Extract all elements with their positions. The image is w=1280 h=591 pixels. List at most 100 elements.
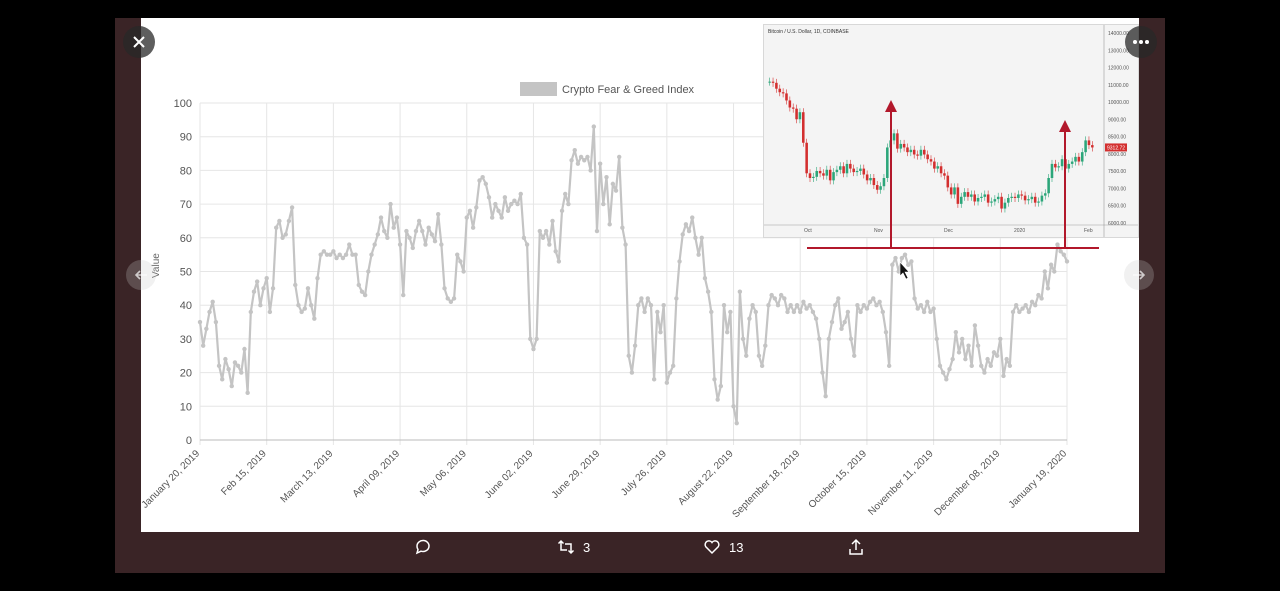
inset-price-label: 14000.00 xyxy=(1108,31,1129,37)
data-point xyxy=(985,356,990,362)
y-tick-label: 30 xyxy=(180,334,192,346)
x-tick-label: May 06, 2019 xyxy=(418,448,469,499)
inset-candle xyxy=(1017,194,1020,198)
data-point xyxy=(975,343,981,348)
data-point xyxy=(874,303,879,308)
inset-candle xyxy=(1007,197,1010,203)
data-point xyxy=(324,252,330,257)
inset-candle xyxy=(815,170,819,177)
data-point xyxy=(366,269,371,274)
inset-price-label: 13000.00 xyxy=(1108,48,1129,54)
inset-candle xyxy=(939,166,943,174)
data-point xyxy=(248,309,254,315)
inset-candle xyxy=(805,142,808,174)
inset-candle xyxy=(788,100,792,108)
data-point xyxy=(286,218,292,224)
inset-candle xyxy=(838,166,842,170)
more-options-button[interactable] xyxy=(1125,26,1157,58)
inset-candle xyxy=(798,112,802,120)
data-point xyxy=(563,191,568,197)
x-tick-label: August 22, 2019 xyxy=(676,448,736,508)
data-point xyxy=(200,343,206,348)
inset-candle xyxy=(785,93,788,101)
data-point xyxy=(820,370,825,375)
btc-candle-chart: Bitcoin / U.S. Dollar, 1D, COINBASE 1400… xyxy=(764,25,1138,237)
data-point xyxy=(864,306,870,311)
inset-candle xyxy=(852,168,855,173)
data-point xyxy=(696,252,701,257)
inset-candle xyxy=(865,174,869,181)
data-point xyxy=(925,299,930,305)
data-point xyxy=(861,303,866,308)
data-point xyxy=(340,255,346,261)
data-point xyxy=(381,228,387,234)
inset-candle xyxy=(1020,194,1024,196)
inset-candle xyxy=(963,192,966,197)
inset-candle xyxy=(822,173,825,176)
data-point xyxy=(658,329,663,335)
share-button[interactable] xyxy=(847,538,865,556)
data-point xyxy=(569,158,574,163)
data-point xyxy=(709,309,714,315)
retweet-button[interactable]: 3 xyxy=(557,538,590,556)
data-point xyxy=(991,350,997,355)
inset-candle xyxy=(845,163,849,174)
inset-candle xyxy=(802,112,805,143)
data-point xyxy=(601,201,606,207)
inset-price-label: 8000.00 xyxy=(1108,152,1126,158)
data-point xyxy=(906,262,911,267)
data-point xyxy=(750,303,755,308)
data-point xyxy=(744,353,749,358)
legend-label: Crypto Fear & Greed Index xyxy=(562,84,695,96)
data-point xyxy=(963,356,968,362)
previous-image-button[interactable] xyxy=(126,260,156,290)
data-point xyxy=(280,235,285,240)
data-point xyxy=(251,289,257,294)
data-point xyxy=(902,252,908,257)
inset-candle xyxy=(909,149,913,153)
inset-candle xyxy=(1091,145,1094,148)
inset-price-label: 12000.00 xyxy=(1108,66,1129,72)
inset-candle xyxy=(1074,156,1077,162)
data-point xyxy=(1020,306,1025,311)
inset-candle xyxy=(996,196,1000,200)
chart-series xyxy=(197,124,1070,426)
data-point xyxy=(575,161,581,166)
data-point xyxy=(737,289,743,294)
data-point xyxy=(667,370,673,375)
inset-candle xyxy=(835,169,839,173)
inset-candle xyxy=(953,187,956,195)
data-point xyxy=(848,336,854,342)
data-point xyxy=(213,319,219,325)
data-point xyxy=(331,249,336,254)
inset-candle xyxy=(869,178,872,181)
inset-candle xyxy=(1003,202,1007,209)
series-line xyxy=(198,125,1068,425)
data-point xyxy=(867,299,873,305)
data-point xyxy=(807,303,812,308)
y-tick-label: 100 xyxy=(174,98,192,110)
data-point xyxy=(277,218,282,224)
data-point xyxy=(702,276,708,281)
x-tick-label: June 02, 2019 xyxy=(483,448,536,501)
reply-button[interactable] xyxy=(414,538,440,556)
data-point xyxy=(690,215,695,220)
data-point xyxy=(518,191,523,197)
data-point xyxy=(556,259,562,264)
next-image-button[interactable] xyxy=(1124,260,1154,290)
like-button[interactable]: 13 xyxy=(703,538,743,556)
data-point xyxy=(502,195,508,200)
data-point xyxy=(969,363,974,369)
inset-candle xyxy=(1050,163,1054,178)
inset-candle xyxy=(1080,152,1084,162)
data-point xyxy=(537,228,543,234)
close-button[interactable] xyxy=(123,26,155,58)
data-point xyxy=(315,276,320,281)
data-point xyxy=(1001,373,1006,379)
y-tick-label: 90 xyxy=(180,132,192,144)
inset-candle xyxy=(906,147,909,153)
data-point xyxy=(242,346,247,352)
data-point xyxy=(416,218,422,224)
data-point xyxy=(582,158,587,163)
data-point xyxy=(839,326,844,331)
